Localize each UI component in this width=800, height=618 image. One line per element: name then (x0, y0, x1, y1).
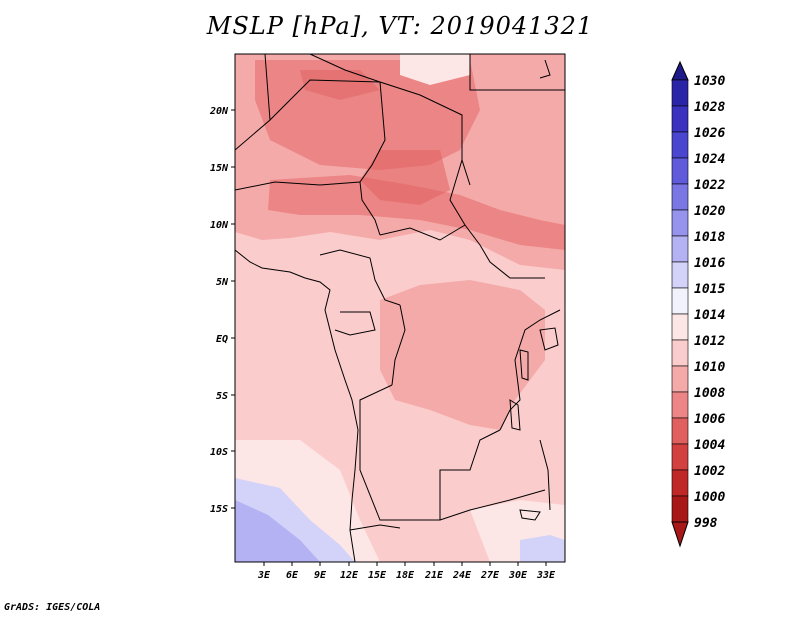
colorbar-label: 1016 (694, 256, 725, 271)
colorbar-label: 1018 (694, 230, 725, 245)
colorbar-label: 1022 (694, 178, 725, 193)
lat-label: 10S (210, 447, 228, 458)
grads-credit: GrADS: IGES/COLA (4, 602, 101, 613)
colorbar-swatch (671, 339, 689, 367)
colorbar-swatch (671, 287, 689, 315)
lon-label: 3E (257, 570, 271, 581)
lat-label: EQ (216, 334, 228, 345)
colorbar-swatch (671, 313, 689, 341)
lat-label: 10N (210, 220, 229, 231)
colorbar-label: 1020 (694, 204, 725, 219)
colorbar-label: 1015 (694, 282, 725, 297)
map-frame (234, 53, 566, 563)
lat-label: 15N (210, 163, 229, 174)
colorbar-label: 998 (694, 516, 718, 531)
lon-label: 6E (286, 570, 299, 581)
colorbar-label: 1014 (694, 308, 725, 323)
map-title: MSLP [hPa], VT: 2019041321 (206, 12, 594, 40)
colorbar-swatch (671, 417, 689, 445)
colorbar-swatch (671, 469, 689, 497)
lon-label: 15E (368, 570, 387, 581)
colorbar-bottom-arrow (671, 521, 689, 548)
lon-label: 18E (396, 570, 415, 581)
colorbar-label: 1004 (694, 438, 725, 453)
colorbar-swatch (671, 261, 689, 289)
colorbar-swatch (671, 79, 689, 107)
colorbar-swatch (671, 235, 689, 263)
colorbar: 1030 1028 1026 1024 1022 1020 1018 1016 1015 1014… (671, 60, 725, 548)
colorbar-label: 1008 (694, 386, 725, 401)
lon-ticks (263, 562, 547, 566)
colorbar-swatch (671, 105, 689, 133)
colorbar-label: 1002 (694, 464, 725, 479)
colorbar-swatch (671, 131, 689, 159)
lon-label: 9E (314, 570, 327, 581)
colorbar-swatch (671, 183, 689, 211)
colorbar-swatch (671, 157, 689, 185)
colorbar-label: 1000 (694, 490, 725, 505)
lat-label: 5S (216, 391, 228, 402)
political-borders (235, 54, 565, 562)
lat-label: 15S (210, 504, 228, 515)
colorbar-label: 1028 (694, 100, 725, 115)
lon-label: 27E (480, 570, 500, 581)
colorbar-swatch (671, 391, 689, 419)
lon-label: 30E (508, 570, 528, 581)
lat-label: 20N (209, 106, 229, 117)
colorbar-label: 1012 (694, 334, 725, 349)
lon-label: 21E (424, 570, 444, 581)
lat-label: 5N (216, 277, 229, 288)
lon-label: 33E (536, 570, 556, 581)
colorbar-label: 1030 (694, 74, 725, 89)
lon-label: 24E (452, 570, 472, 581)
lat-ticks (231, 109, 235, 509)
colorbar-swatch (671, 365, 689, 393)
colorbar-label: 1006 (694, 412, 725, 427)
colorbar-label: 1026 (694, 126, 725, 141)
colorbar-label: 1024 (694, 152, 725, 167)
colorbar-swatch (671, 209, 689, 237)
colorbar-swatch (671, 495, 689, 523)
colorbar-label: 1010 (694, 360, 725, 375)
pressure-field (235, 54, 565, 562)
colorbar-top-arrow (671, 60, 689, 81)
lon-label: 12E (340, 570, 359, 581)
colorbar-swatch (671, 443, 689, 471)
